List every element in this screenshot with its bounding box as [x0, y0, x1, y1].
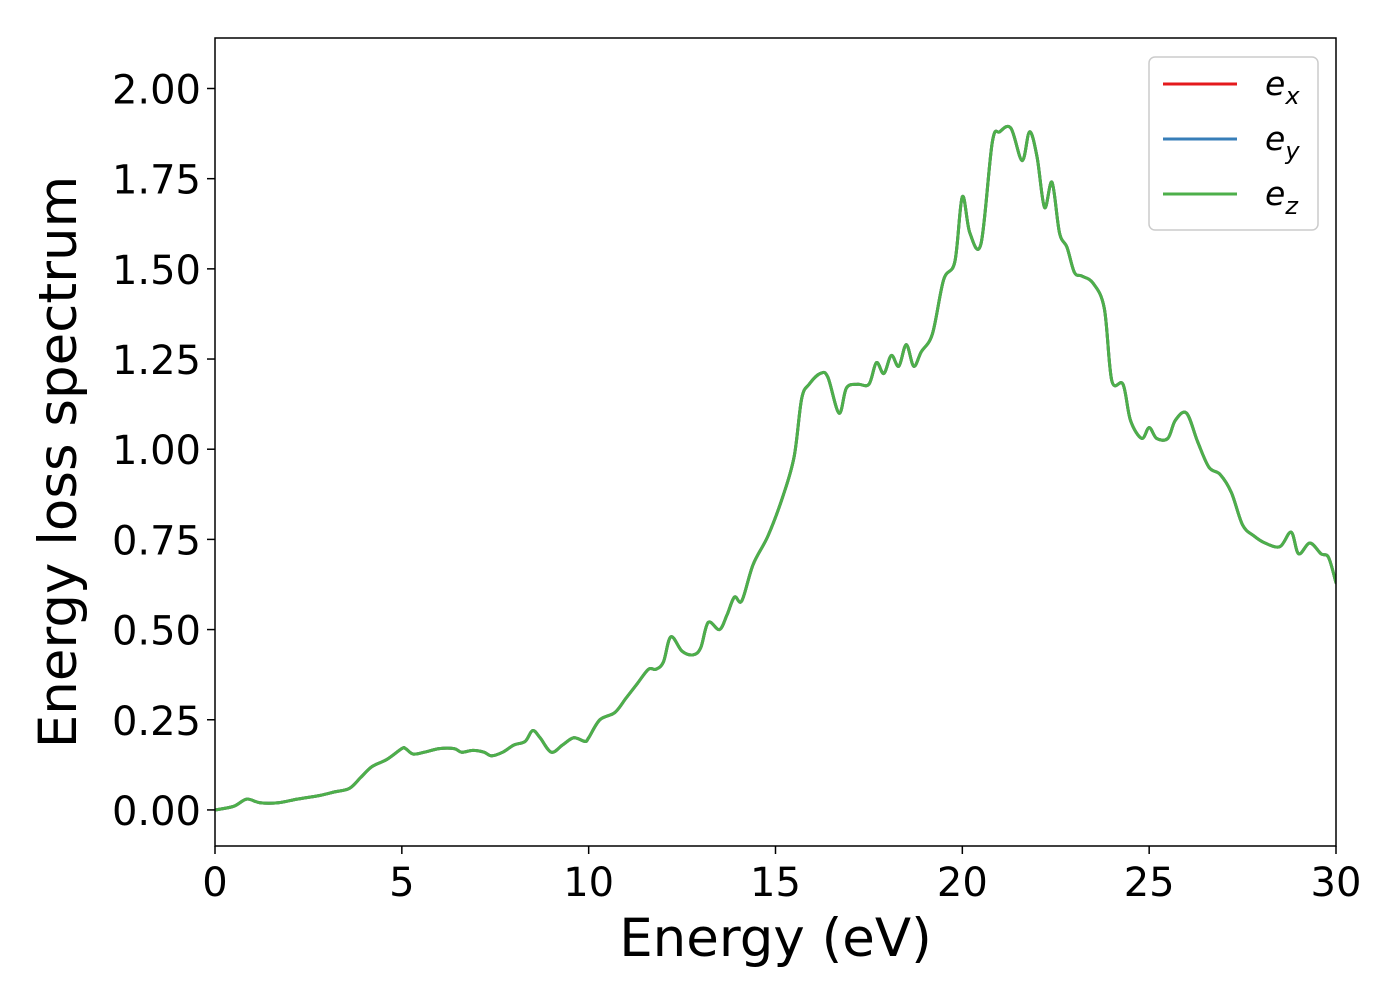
x-tick-label: 30 — [1311, 860, 1362, 906]
x-axis-title: Energy (eV) — [619, 908, 932, 969]
legend-box — [1148, 56, 1319, 231]
y-axis-ticks: 0.00 0.25 0.50 0.75 1.00 1.25 1.50 1.75 2.00 — [112, 68, 215, 835]
x-tick-label: 25 — [1124, 860, 1175, 906]
y-tick-label: 0.50 — [112, 609, 201, 655]
y-tick-label: 1.50 — [112, 248, 201, 294]
series-line-z — [215, 124, 1336, 812]
x-tick-label: 5 — [389, 860, 414, 906]
y-axis-title: Energy loss spectrum — [28, 176, 89, 748]
y-tick-label: 1.75 — [112, 158, 201, 204]
x-tick-label: 15 — [750, 860, 801, 906]
y-tick-label: 0.25 — [112, 699, 201, 745]
x-tick-label: 20 — [937, 860, 988, 906]
y-tick-label: 0.00 — [112, 789, 201, 835]
y-tick-label: 1.25 — [112, 338, 201, 384]
x-tick-label: 10 — [563, 860, 614, 906]
y-tick-label: 1.00 — [112, 428, 201, 474]
y-tick-label: 2.00 — [112, 68, 201, 114]
y-tick-label: 0.75 — [112, 518, 201, 564]
series-layer — [215, 124, 1336, 812]
x-tick-label: 0 — [202, 860, 227, 906]
x-axis-ticks: 0 5 10 15 20 25 30 — [202, 846, 1361, 906]
